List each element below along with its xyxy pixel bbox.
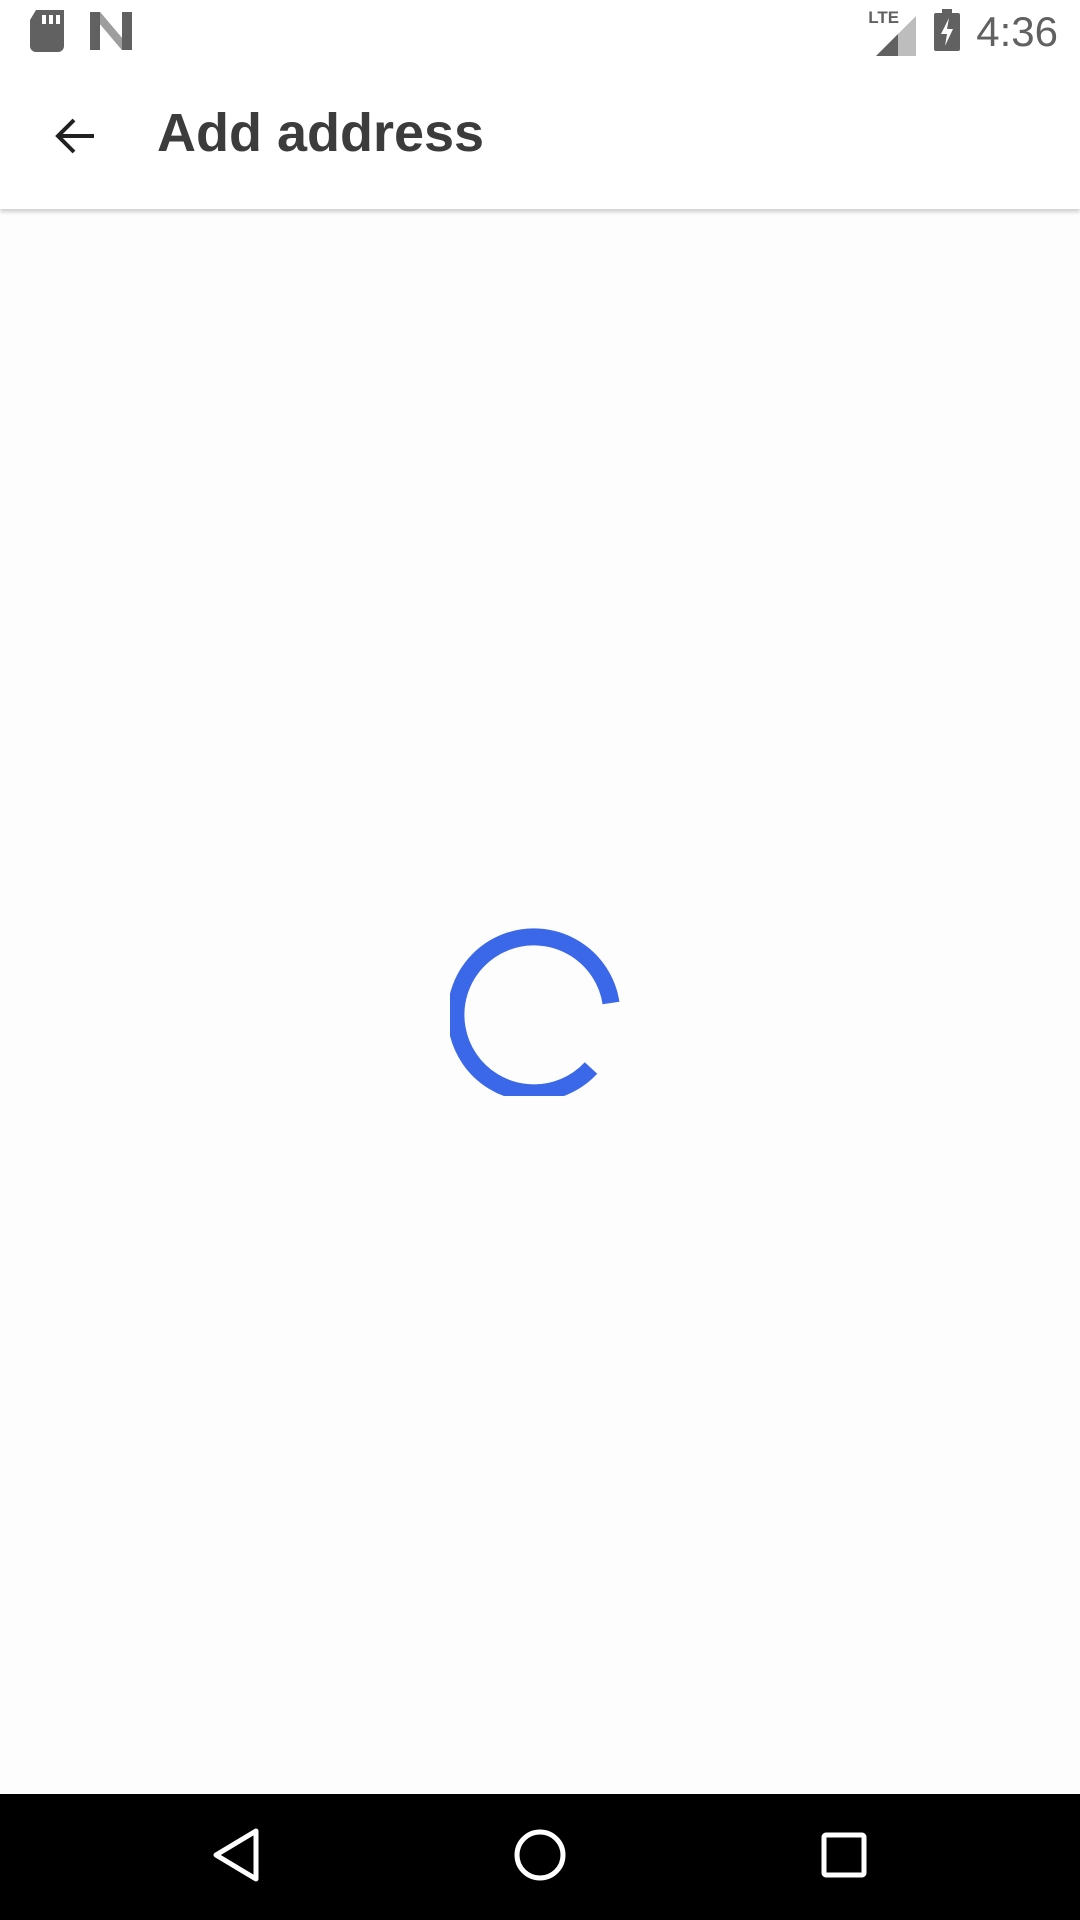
status-right-icons: LTE 4:36: [868, 8, 1058, 56]
status-time: 4:36: [976, 8, 1058, 55]
main-content: [0, 209, 1080, 1794]
sd-card-icon: [30, 10, 64, 57]
recents-square-icon: [820, 1831, 868, 1884]
nav-home-button[interactable]: [500, 1817, 580, 1897]
app-bar: Add address: [0, 63, 1080, 209]
battery-charging-icon: [934, 8, 961, 56]
cell-signal-icon: LTE: [868, 8, 918, 56]
status-left-icons: [30, 10, 132, 57]
nav-recents-button[interactable]: [804, 1817, 884, 1897]
nav-bar: [0, 1794, 1080, 1920]
back-triangle-icon: [212, 1827, 262, 1888]
back-button[interactable]: [30, 98, 118, 178]
nav-back-button[interactable]: [197, 1817, 277, 1897]
lte-label: LTE: [868, 8, 900, 27]
n-logo-icon: [90, 12, 132, 55]
arrow-back-icon: [50, 112, 98, 165]
spinner-icon: [447, 928, 630, 1102]
loading-spinner: [447, 916, 630, 1102]
status-bar: LTE 4:36: [0, 0, 1080, 63]
page-title: Add address: [157, 103, 485, 163]
home-circle-icon: [512, 1827, 568, 1888]
